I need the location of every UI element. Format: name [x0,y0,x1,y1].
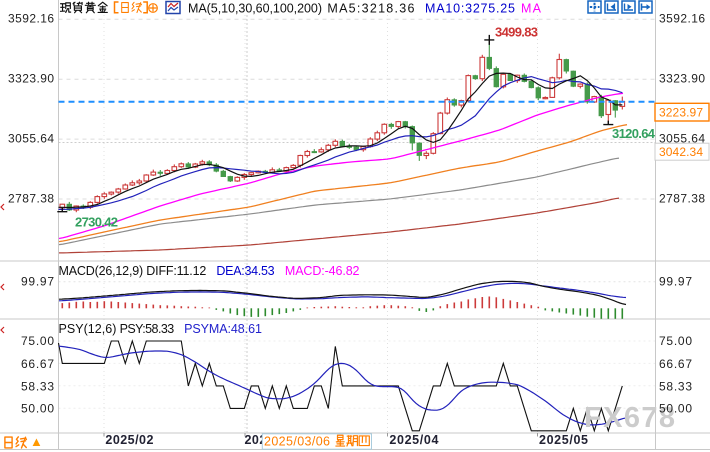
svg-text:3499.83: 3499.83 [495,25,538,40]
svg-text:DEA:34.53: DEA:34.53 [216,264,274,278]
svg-text:75.00: 75.00 [659,334,692,348]
svg-text:3323.90: 3323.90 [8,72,54,86]
svg-text:66.67: 66.67 [21,357,54,371]
svg-text:50.00: 50.00 [21,402,54,416]
svg-text:3223.97: 3223.97 [659,106,703,120]
svg-text:3055.64: 3055.64 [8,132,54,146]
svg-text:PSYMA:48.61: PSYMA:48.61 [184,322,262,336]
svg-text:58.33: 58.33 [21,379,54,393]
svg-text:2025/04: 2025/04 [389,433,438,447]
svg-text:MA5:3218.36: MA5:3218.36 [327,2,414,16]
svg-text:3055.64: 3055.64 [659,132,705,146]
svg-text:MA: MA [521,2,542,16]
svg-text:2787.38: 2787.38 [659,192,705,206]
svg-text:3592.16: 3592.16 [8,12,54,26]
svg-text:MACD:-46.82: MACD:-46.82 [285,264,360,278]
svg-text:50.00: 50.00 [659,402,692,416]
svg-text:2787.38: 2787.38 [8,192,54,206]
svg-text:FX678: FX678 [584,402,675,434]
svg-text:2025/05: 2025/05 [539,433,588,447]
svg-text:2025/03/06: 2025/03/06 [264,435,330,449]
svg-text:MACD(26,12,9) DIFF:11.12: MACD(26,12,9) DIFF:11.12 [59,264,207,278]
svg-text:3120.64: 3120.64 [612,126,656,141]
svg-text:3042.34: 3042.34 [659,145,703,159]
svg-text:66.67: 66.67 [659,357,692,371]
svg-text:58.33: 58.33 [659,379,692,393]
svg-text:MA(5,10,30,60,100,200): MA(5,10,30,60,100,200) [188,2,322,16]
svg-text:2730.42: 2730.42 [75,215,118,230]
svg-text:MA10:3275.25: MA10:3275.25 [425,2,515,16]
svg-text:PSY:58.33: PSY:58.33 [120,322,175,336]
svg-text:2025/02: 2025/02 [105,433,153,447]
svg-text:3592.16: 3592.16 [659,12,705,26]
svg-text:75.00: 75.00 [21,334,54,348]
svg-text:99.97: 99.97 [21,275,54,289]
svg-text:99.97: 99.97 [659,275,692,289]
svg-text:PSY(12,6): PSY(12,6) [59,322,117,336]
svg-text:3323.90: 3323.90 [659,72,705,86]
